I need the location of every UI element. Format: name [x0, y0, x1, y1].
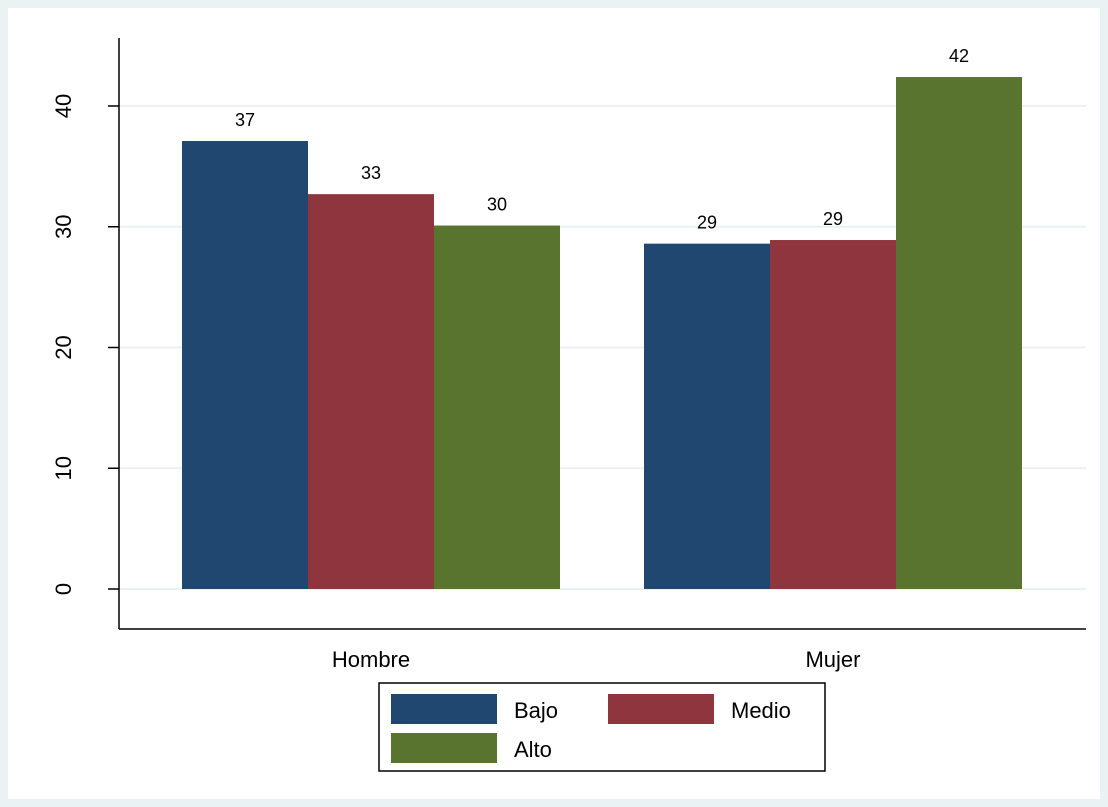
y-tick-label: 40 [51, 94, 76, 118]
legend-label-medio: Medio [731, 698, 791, 723]
bar-medio-mujer [770, 240, 896, 589]
bar-medio-hombre [308, 194, 434, 589]
y-tick-label: 10 [51, 456, 76, 480]
data-label: 29 [823, 209, 843, 229]
legend: Bajo Medio Alto [378, 682, 826, 772]
bar-alto-mujer [896, 77, 1022, 590]
data-label: 29 [697, 213, 717, 233]
legend-label-bajo: Bajo [514, 698, 558, 723]
legend-swatch-bajo [391, 694, 497, 724]
x-tick-label: Mujer [805, 647, 860, 672]
data-labels: 37 33 30 29 29 42 [235, 46, 969, 233]
bar-bajo-mujer [644, 243, 770, 589]
data-label: 33 [361, 163, 381, 183]
bar-alto-hombre [434, 225, 560, 590]
data-label: 42 [949, 46, 969, 66]
axes: Hombre Mujer 0 10 20 30 40 [51, 38, 1086, 672]
legend-label-alto: Alto [514, 737, 552, 762]
legend-swatch-alto [391, 733, 497, 763]
y-tick-label: 20 [51, 335, 76, 359]
y-tick-label: 30 [51, 215, 76, 239]
bar-bajo-hombre [182, 141, 308, 589]
bars [182, 77, 1022, 590]
data-label: 37 [235, 110, 255, 130]
y-tick-label: 0 [51, 583, 76, 595]
legend-swatch-medio [608, 694, 714, 724]
x-tick-label: Hombre [332, 647, 410, 672]
data-label: 30 [487, 195, 507, 215]
